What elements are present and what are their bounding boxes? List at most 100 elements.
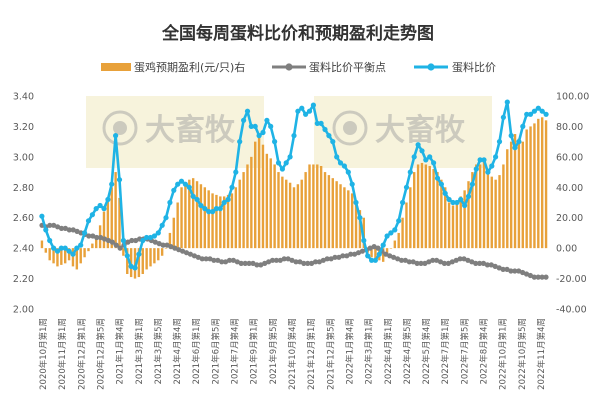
balance-point (199, 256, 205, 262)
ratio-point (217, 206, 223, 212)
profit-bar (219, 196, 222, 249)
lines (39, 99, 549, 280)
balance-point (480, 260, 487, 266)
profit-bar (188, 179, 191, 249)
balance-point (367, 245, 373, 251)
profit-bar (358, 210, 362, 249)
profit-bar (164, 248, 168, 249)
balance-point (187, 251, 193, 257)
legend: 蛋鸡预期盈利(元/只)右 蛋料比价平衡点 蛋料比价 (101, 60, 496, 74)
ratio-point (458, 196, 464, 203)
profit-bar (296, 184, 300, 249)
balance-point (527, 272, 534, 279)
ratio-point (469, 181, 475, 187)
profit-bar (269, 158, 272, 249)
balance-point (297, 259, 303, 265)
ratio-point (256, 133, 262, 139)
ratio-point (62, 245, 68, 251)
ratio-point (252, 123, 258, 129)
balance-point (359, 248, 365, 254)
x-tick-label: 2021年7月第4周 (230, 318, 241, 384)
ratio-point (303, 111, 309, 117)
profit-bar (513, 134, 517, 249)
balance-point (250, 260, 256, 266)
ratio-point (446, 196, 452, 203)
ratio-point (353, 199, 359, 206)
ratio-point (109, 181, 115, 187)
profit-bar (339, 184, 342, 249)
ratio-point (516, 139, 522, 145)
x-tick-label: 2021年3月第1周 (134, 318, 145, 384)
x-tick-label: 2022年4月第1周 (383, 318, 394, 384)
profit-bar (126, 248, 129, 274)
profit-bar (238, 179, 241, 249)
ratio-point (70, 251, 76, 257)
profit-bar (482, 161, 486, 249)
balance-point (473, 260, 479, 266)
balance-point (309, 260, 315, 266)
profit-bar (347, 190, 350, 249)
balance-point (105, 237, 111, 244)
profit-bar (354, 202, 358, 249)
profit-bar (521, 141, 524, 249)
balance-point (492, 263, 498, 269)
right-tick-label: -20.00 (556, 274, 587, 285)
balance-point (484, 262, 490, 268)
ratio-point (415, 142, 421, 148)
profit-bar (184, 184, 187, 249)
profit-bar (405, 202, 408, 249)
balance-point (320, 257, 326, 263)
ratio-point (105, 196, 111, 203)
balance-point (391, 254, 397, 260)
profit-bar (428, 165, 431, 249)
profit-bar (199, 184, 203, 249)
balance-point (414, 260, 420, 266)
balance-point (191, 253, 197, 259)
profit-bar (242, 172, 245, 249)
balance-point (234, 259, 240, 265)
profit-bar (261, 144, 265, 249)
ratio-point (520, 123, 526, 129)
x-tick-label: 2021年6月第1周 (191, 318, 202, 384)
profit-bar (67, 248, 71, 261)
balance-point (211, 257, 217, 263)
balance-point (101, 236, 108, 242)
ratio-point (66, 248, 72, 254)
legend-swatch-bar (101, 63, 131, 71)
balance-point (496, 265, 502, 271)
balance-point (62, 225, 68, 231)
x-tick-label: 2021年12月第1周 (306, 318, 317, 390)
ratio-point (341, 163, 347, 169)
ratio-point (159, 222, 165, 228)
ratio-point (241, 117, 247, 123)
balance-point (293, 259, 299, 265)
right-tick-label: 100.00 (556, 92, 589, 103)
watermark-text-1: 大畜牧 (145, 113, 236, 148)
profit-bar (374, 248, 377, 259)
balance-point (254, 262, 260, 268)
profit-bar (180, 187, 183, 249)
profit-bar (506, 149, 509, 249)
profit-bar (285, 179, 288, 249)
balance-point (168, 244, 174, 250)
profit-bar (350, 193, 354, 249)
ratio-point (124, 253, 130, 259)
profit-bar (91, 243, 94, 249)
balance-point (86, 233, 92, 239)
ratio-point (431, 160, 437, 166)
profit-bar (478, 164, 482, 249)
ratio-point (229, 184, 235, 190)
ratio-point (275, 160, 282, 166)
profit-bar (60, 248, 63, 265)
profit-bar (451, 205, 455, 249)
ratio-point (310, 102, 316, 108)
x-tick-label: 2022年4月第5周 (402, 318, 413, 384)
profit-bar (389, 248, 393, 249)
right-tick-label: 80.00 (556, 122, 583, 133)
x-tick-label: 2020年12月第5周 (96, 318, 107, 390)
profit-bar (191, 178, 195, 249)
ratio-point (535, 105, 541, 111)
profit-bar (343, 187, 346, 249)
profit-bar (509, 141, 513, 249)
right-tick-label: 0.00 (556, 244, 577, 255)
